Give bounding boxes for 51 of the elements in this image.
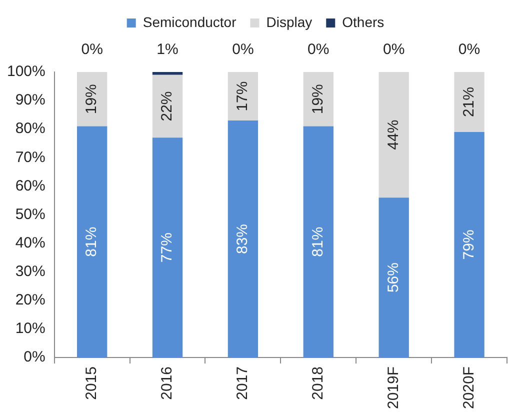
bar [76, 126, 108, 358]
y-tick-label: 80% [15, 120, 46, 138]
y-tick-label: 100% [6, 63, 46, 80]
bar [378, 72, 409, 198]
data-label: 21% [460, 86, 478, 117]
data-label: 79% [460, 230, 478, 260]
data-label: 77% [158, 232, 176, 263]
y-tick-label: 30% [15, 262, 46, 280]
data-label: 0% [81, 41, 103, 58]
x-tick-label: 2020F [460, 366, 478, 410]
data-label: 81% [83, 226, 100, 257]
bar [76, 72, 108, 126]
x-tick-label: 2017 [234, 366, 252, 400]
legend-label: Display [266, 14, 312, 30]
x-tick-label: 2018 [310, 366, 327, 400]
bar [228, 120, 258, 358]
x-tick-label: 2019F [384, 366, 402, 410]
bar [454, 132, 484, 358]
bar [228, 72, 258, 121]
data-label: 0% [308, 41, 330, 58]
bar [152, 138, 183, 358]
data-label: 0% [458, 41, 480, 58]
data-label: 44% [384, 120, 402, 150]
data-label: 19% [83, 84, 100, 114]
y-tick-label: 60% [15, 177, 46, 194]
data-label: 0% [382, 41, 405, 58]
y-tick-label: 20% [15, 292, 46, 309]
bar [152, 74, 183, 138]
y-tick-label: 90% [15, 92, 46, 109]
data-label: 83% [234, 224, 252, 254]
bar [152, 72, 183, 75]
bar [303, 72, 334, 126]
data-label: 17% [234, 81, 252, 112]
data-label: 19% [310, 84, 327, 114]
data-label: 56% [384, 262, 402, 293]
data-label: 81% [310, 226, 327, 257]
bar [303, 126, 334, 358]
data-label: 0% [232, 41, 254, 58]
legend-label: Others [342, 14, 384, 30]
data-label: 1% [156, 41, 178, 58]
x-tick-label: 2015 [83, 366, 100, 400]
legend-label: Semiconductor [142, 14, 237, 30]
x-tick-label: 2016 [158, 366, 176, 400]
y-tick-label: 70% [15, 148, 46, 166]
y-tick-label: 10% [15, 320, 46, 338]
y-tick-label: 0% [24, 348, 46, 366]
bar [378, 198, 409, 358]
data-label: 22% [158, 91, 176, 122]
bar [454, 72, 484, 132]
y-tick-label: 40% [15, 234, 46, 252]
y-tick-label: 50% [15, 206, 46, 223]
